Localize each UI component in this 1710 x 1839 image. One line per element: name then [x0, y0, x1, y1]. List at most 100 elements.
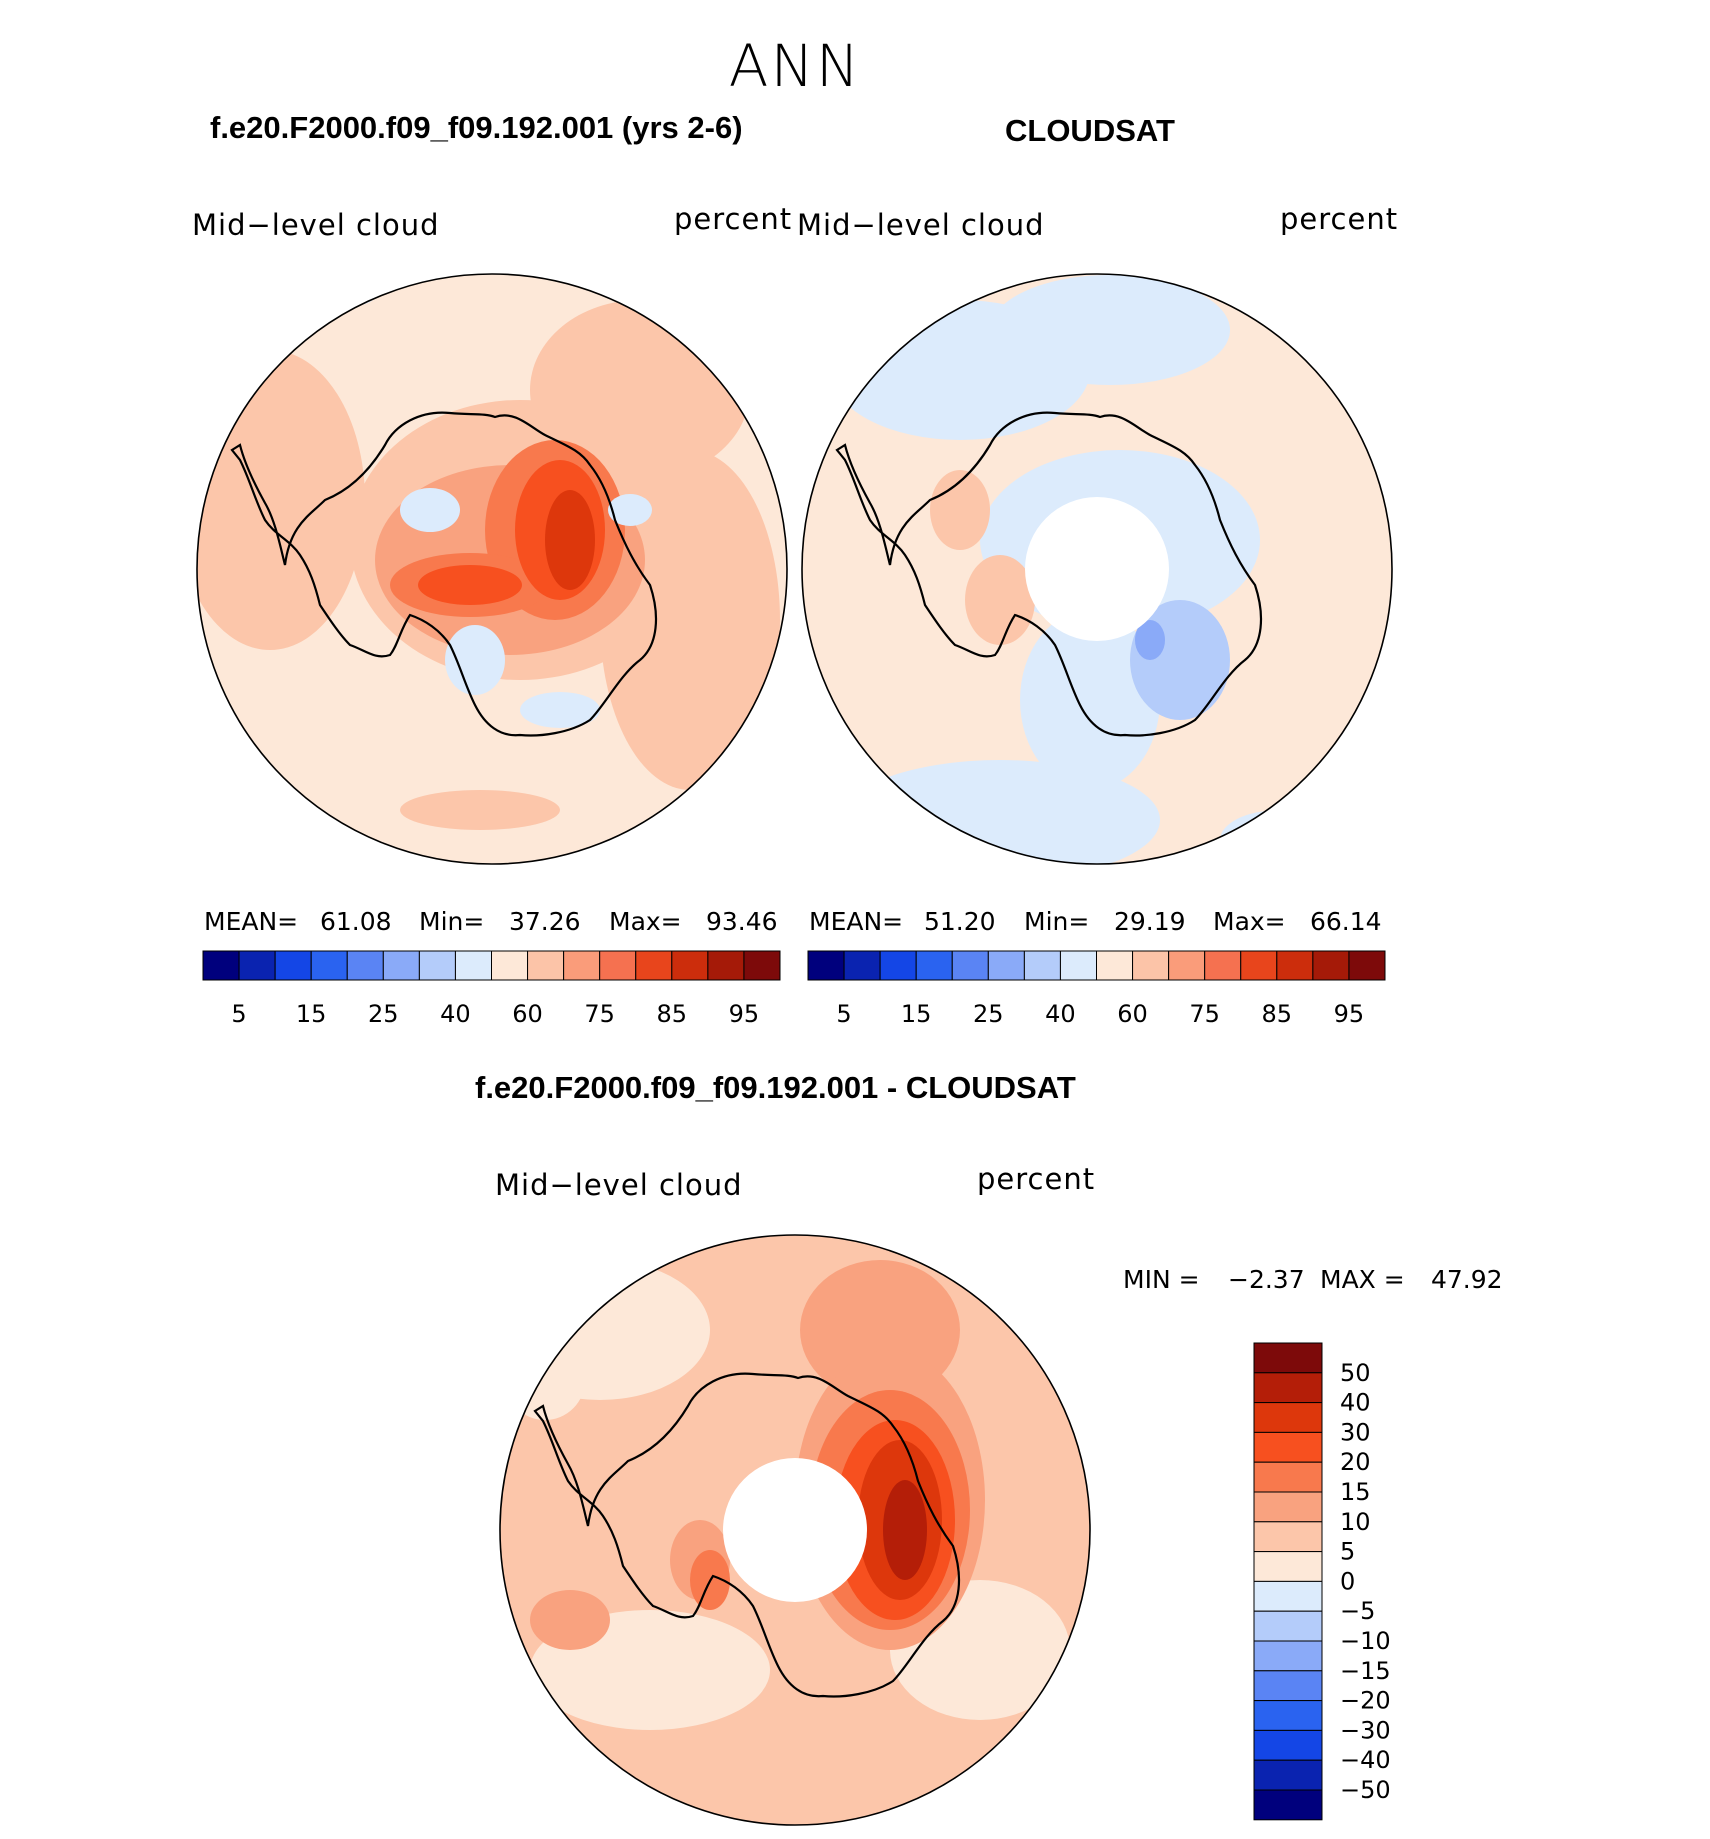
panel-2-colorbar-tick-label: 95 — [1334, 1000, 1365, 1028]
panel-3-colorbar-swatch — [1253, 1551, 1323, 1582]
panel-2-colorbar-swatch — [1312, 950, 1350, 981]
panel-3-colorbar-tick-label: 50 — [1340, 1359, 1371, 1387]
panel-1-colorbar-swatch — [238, 950, 276, 981]
panel-1-title: f.e20.F2000.f09_f09.192.001 (yrs 2-6) — [210, 110, 743, 145]
panel-2-colorbar-swatch — [1132, 950, 1170, 981]
panel-3-colorbar-tick-label: 10 — [1340, 1508, 1371, 1536]
panel-1-colorbar-swatch — [635, 950, 673, 981]
panel-3-colorbar-tick-label: 40 — [1340, 1389, 1371, 1417]
panel-3-colorbar-swatch — [1253, 1700, 1323, 1731]
panel-2-min-value: 29.19 — [1114, 907, 1186, 936]
panel-2-colorbar-swatch — [951, 950, 989, 981]
panel-3-max-label: MAX = — [1320, 1265, 1405, 1294]
panel-1-colorbar-swatch — [202, 950, 240, 981]
panel-1-variable-label: Mid−level cloud — [192, 208, 440, 242]
panel-1-colorbar-swatch — [274, 950, 312, 981]
panel-1-units-label: percent — [674, 202, 793, 236]
panel-1-colorbar-swatch — [563, 950, 601, 981]
panel-2-colorbar-tick-label: 40 — [1045, 1000, 1076, 1028]
panel-3-min-label: MIN = — [1123, 1265, 1200, 1294]
panel-3-map — [499, 1234, 1091, 1826]
panel-1-mean-label: MEAN= — [204, 907, 299, 936]
panel-2-colorbar-swatch — [843, 950, 881, 981]
panel-1-max-label: Max= — [609, 907, 682, 936]
panel-3-colorbar-tick-label: 5 — [1340, 1538, 1355, 1566]
panel-1-min-value: 37.26 — [509, 907, 581, 936]
panel-2-max-label: Max= — [1213, 907, 1286, 936]
figure-title: ANN — [728, 32, 862, 100]
panel-1-colorbar-tick-label: 95 — [729, 1000, 760, 1028]
panel-3-colorbar-swatch — [1253, 1670, 1323, 1702]
panel-2-colorbar: 5 15 25 40 60 75 85 95 — [807, 950, 1386, 1028]
panel-2-colorbar-swatch — [1240, 950, 1278, 981]
panel-2-colorbar-tick-label: 25 — [973, 1000, 1004, 1028]
panel-2-colorbar-swatch — [807, 950, 845, 981]
panel-3-colorbar-swatch — [1253, 1491, 1323, 1523]
panel-3-colorbar-swatch — [1253, 1372, 1323, 1404]
panel-3-colorbar-tick-label: 15 — [1340, 1478, 1371, 1506]
panel-1-colorbar-swatch — [491, 950, 529, 981]
panel-1-colorbar-tick-label: 40 — [440, 1000, 471, 1028]
panel-3-colorbar-tick-label: 20 — [1340, 1448, 1371, 1476]
panel-2-colorbar-swatch — [1023, 950, 1061, 981]
panel-2-colorbar-tick-label: 60 — [1117, 1000, 1148, 1028]
panel-1-map — [196, 273, 788, 865]
panel-1-colorbar-swatch — [707, 950, 745, 981]
panel-3-colorbar-swatch — [1253, 1640, 1323, 1672]
panel-3-colorbar-tick-label: 30 — [1340, 1418, 1371, 1446]
panel-1-min-label: Min= — [419, 907, 485, 936]
panel-1-colorbar-tick-label: 60 — [512, 1000, 543, 1028]
panel-2-units-label: percent — [1280, 202, 1399, 236]
panel-2-colorbar-swatch — [987, 950, 1025, 981]
panel-2-min-label: Min= — [1024, 907, 1090, 936]
panel-3-max-value: 47.92 — [1431, 1265, 1503, 1294]
panel-2-colorbar-swatch — [1096, 950, 1134, 981]
panel-2-title: CLOUDSAT — [1005, 113, 1175, 148]
panel-2-colorbar-tick-label: 5 — [836, 1000, 851, 1028]
panel-3-colorbar-tick-label: −50 — [1340, 1776, 1391, 1804]
panel-3-units-label: percent — [977, 1162, 1096, 1196]
panel-3-colorbar-swatch — [1253, 1729, 1323, 1761]
panel-2-map — [801, 273, 1393, 865]
panel-3-colorbar-tick-label: −15 — [1340, 1657, 1391, 1685]
panel-3-colorbar-tick-label: 0 — [1340, 1567, 1355, 1595]
panel-3-colorbar-swatch — [1253, 1342, 1323, 1374]
panel-1-colorbar-tick-label: 5 — [231, 1000, 246, 1028]
panel-2-colorbar-swatch — [1348, 950, 1386, 981]
panel-2-mean-label: MEAN= — [809, 907, 904, 936]
panel-3-colorbar-tick-label: −40 — [1340, 1746, 1391, 1774]
panel-3-colorbar-swatch — [1253, 1521, 1323, 1553]
panel-1-colorbar-swatch — [418, 950, 456, 981]
panel-1-colorbar-swatch — [382, 950, 420, 981]
panel-3-min-value: −2.37 — [1228, 1265, 1305, 1294]
panel-1-colorbar-swatch — [599, 950, 637, 981]
panel-3-colorbar-tick-label: −10 — [1340, 1627, 1391, 1655]
panel-3-colorbar-swatch — [1253, 1402, 1323, 1433]
panel-1-colorbar-tick-label: 15 — [296, 1000, 327, 1028]
panel-1-colorbar-swatch — [527, 950, 565, 981]
panel-2-colorbar-tick-label: 75 — [1189, 1000, 1220, 1028]
panel-1-colorbar-tick-label: 25 — [368, 1000, 399, 1028]
panel-2-variable-label: Mid−level cloud — [797, 208, 1045, 242]
panel-2-colorbar-tick-label: 85 — [1262, 1000, 1293, 1028]
panel-2-colorbar-swatch — [1204, 950, 1242, 981]
panel-3-colorbar-swatch — [1253, 1759, 1323, 1791]
panel-3-colorbar-swatch — [1253, 1789, 1323, 1821]
panel-1-colorbar-swatch — [310, 950, 348, 981]
panel-3-colorbar-swatch — [1253, 1461, 1323, 1493]
panel-2-colorbar-tick-label: 15 — [901, 1000, 932, 1028]
panel-3-colorbar-swatch — [1253, 1610, 1323, 1642]
panel-1-colorbar-swatch — [454, 950, 492, 981]
panel-2-colorbar-swatch — [1168, 950, 1206, 981]
panel-1-colorbar-tick-label: 85 — [657, 1000, 688, 1028]
panel-1-colorbar: 5 15 25 40 60 75 85 95 — [202, 950, 781, 1028]
panel-2-colorbar-swatch — [1059, 950, 1097, 981]
panel-2-colorbar-swatch — [1276, 950, 1314, 981]
panel-3-variable-label: Mid−level cloud — [495, 1168, 743, 1202]
panel-1-mean-value: 61.08 — [320, 907, 392, 936]
panel-1-colorbar-swatch — [743, 950, 781, 981]
panel-3-colorbar-tick-label: −5 — [1340, 1597, 1375, 1625]
panel-3-colorbar-tick-label: −20 — [1340, 1687, 1391, 1715]
